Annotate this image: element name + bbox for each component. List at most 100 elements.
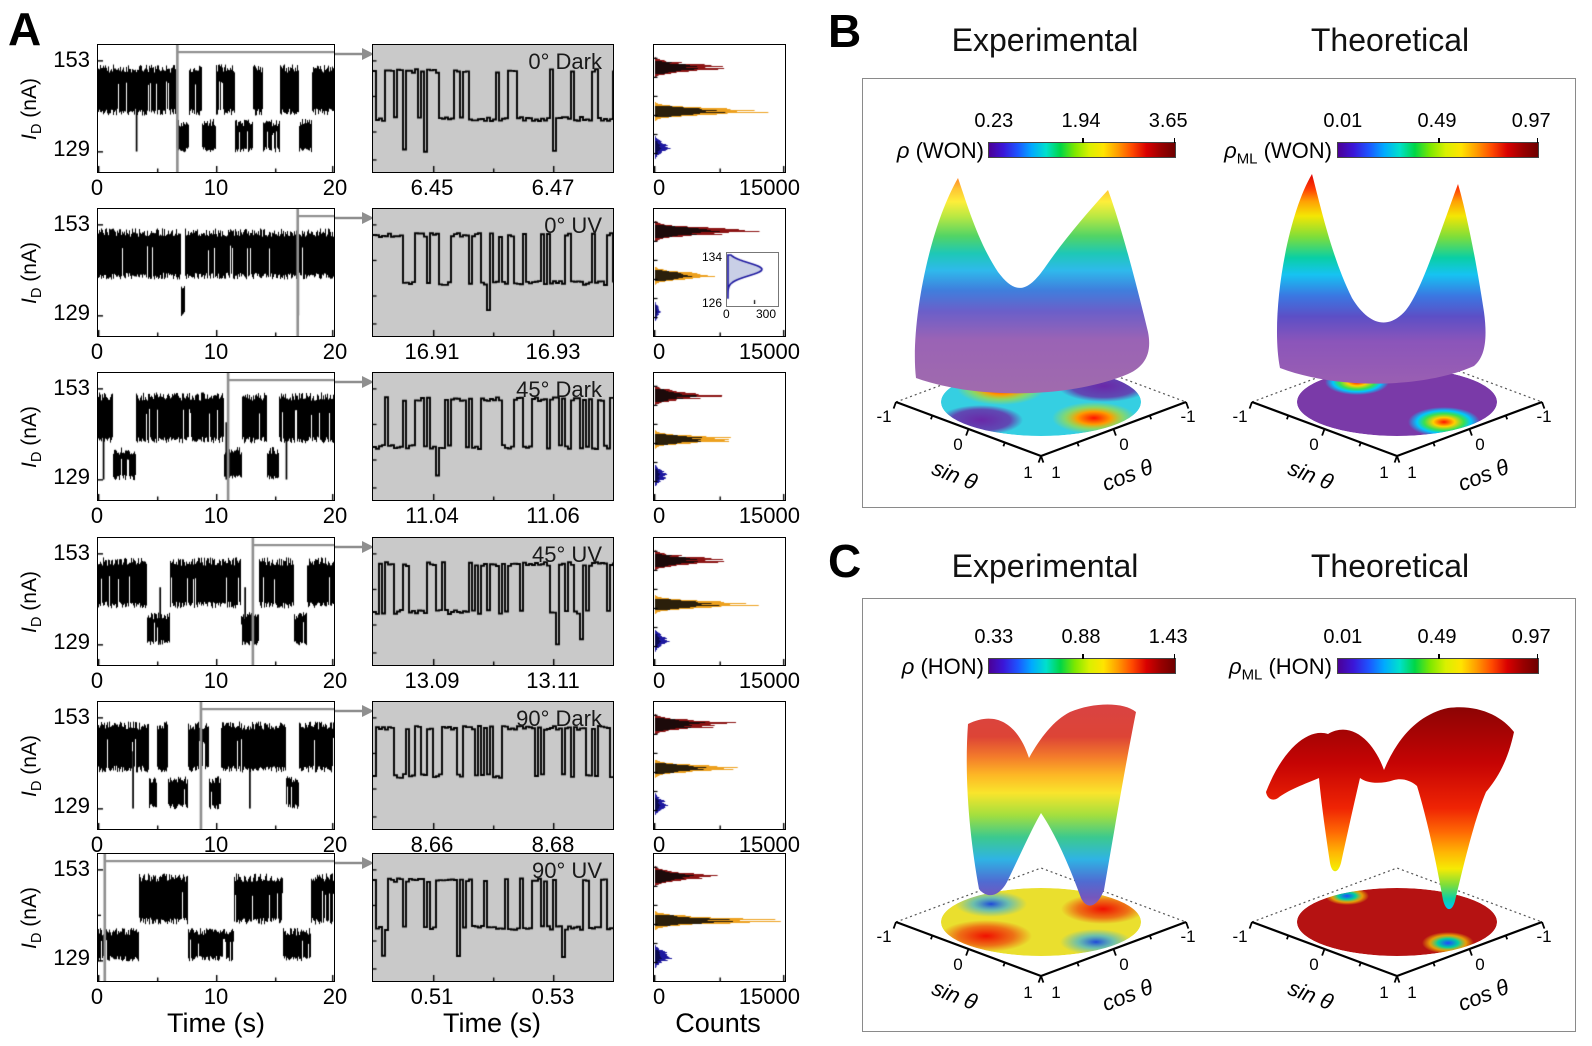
cos-axis-label: cos θ: [1454, 974, 1512, 1016]
trace-row-90-uv: ID (nA) 153 129 90° UV 0 10 20 0.51 0.53…: [0, 853, 810, 1013]
projection-disk: [941, 888, 1141, 956]
x-tick: 0: [653, 339, 666, 364]
c-header-theoretical: Theoretical: [1310, 548, 1470, 584]
front-axes: [892, 400, 1190, 463]
zoom-arrow-icon: [335, 705, 374, 717]
x-tick: 0: [90, 503, 104, 528]
cos-tick: -1: [1536, 927, 1551, 946]
panel-a-label: A: [8, 3, 42, 55]
histogram-plot: [653, 44, 786, 173]
colorbar-c-exp: [988, 654, 1176, 674]
histogram-plot: [653, 853, 786, 982]
x-tick: 0.53: [531, 984, 575, 1009]
cos-tick: 0: [1119, 955, 1128, 974]
condition-label: 45° Dark: [516, 377, 602, 402]
x-tick-row: 0 10 20 8.66 8.68 0 15000: [0, 832, 810, 858]
x-tick: 20: [322, 984, 348, 1009]
x-tick: 20: [322, 503, 348, 528]
surface-plot-b-theoretical: -1 0 1 1 0 -1 sin θ cos θ: [1232, 174, 1552, 496]
cos-tick: 1: [1051, 463, 1060, 482]
x-tick: 10: [203, 175, 229, 200]
y-axis-label: ID (nA): [18, 242, 46, 304]
x-tick: 0: [653, 984, 666, 1009]
x-tick: 16.91: [404, 339, 460, 364]
x-tick: 15000: [738, 503, 800, 528]
sin-tick: 1: [1023, 463, 1032, 482]
y-tick-upper: 153: [53, 540, 90, 565]
x-tick: 0: [90, 668, 104, 693]
y-tick-lower: 129: [53, 136, 90, 161]
condition-label: 0° Dark: [528, 49, 602, 74]
x-tick: 20: [322, 668, 348, 693]
sin-tick: 0: [1309, 435, 1318, 454]
histogram-inset: [726, 252, 779, 307]
sin-tick: 0: [953, 955, 962, 974]
sin-tick: -1: [876, 927, 891, 946]
cos-tick: -1: [1536, 407, 1551, 426]
condition-label: 45° UV: [532, 542, 602, 567]
y-tick-lower: 129: [53, 464, 90, 489]
3d-surface: [1276, 174, 1486, 384]
colorbar-label-c-theo: ρML (HON): [1228, 654, 1332, 684]
zoom-arrow-icon: [335, 212, 374, 224]
cos-tick: 0: [1475, 435, 1484, 454]
y-axis-label: ID (nA): [18, 406, 46, 468]
cos-tick: 1: [1407, 983, 1416, 1002]
x-tick: 0.51: [410, 984, 454, 1009]
histogram-plot: [653, 701, 786, 830]
zoomed-trace-plot: [372, 372, 614, 501]
surface-plot-c-theoretical: -1 0 1 1 0 -1 sin θ cos θ: [1232, 707, 1552, 1016]
full-trace-plot: [97, 372, 335, 501]
x-tick-row: 0 10 20 0.51 0.53 0 15000: [0, 984, 810, 1010]
x-tick-row: 0 10 20 11.04 11.06 0 15000: [0, 503, 810, 529]
counts-axis-title: Counts: [675, 1008, 761, 1038]
histogram-plot: [653, 372, 786, 501]
y-tick-upper: 153: [53, 375, 90, 400]
y-axis-label: ID (nA): [18, 571, 46, 633]
colorbar-ticks-b-exp: 0.23 1.94 3.65: [974, 110, 1188, 132]
zoom-arrow-icon: [335, 857, 374, 869]
x-tick: 0: [90, 984, 104, 1009]
x-tick: 13.11: [526, 668, 580, 693]
b-header-theoretical: Theoretical: [1310, 22, 1470, 58]
x-tick: 0: [653, 503, 666, 528]
full-trace-plot: [97, 701, 335, 830]
x-tick: 15000: [738, 339, 800, 364]
cos-tick: 1: [1051, 983, 1060, 1002]
time-axis-title-mid: Time (s): [443, 1008, 541, 1038]
cos-tick: 0: [1475, 955, 1484, 974]
colorbar-c-theo: [1337, 654, 1539, 674]
panel-b-label: B: [828, 5, 862, 57]
panel-c-label: C: [828, 535, 862, 587]
colorbar-ticks-c-exp: 0.33 0.88 1.43: [974, 626, 1188, 648]
inset-y-tick: 126: [701, 296, 722, 310]
sin-tick: 0: [1309, 955, 1318, 974]
sin-axis-label: sin θ: [929, 455, 981, 495]
x-tick: 11.04: [405, 503, 459, 528]
c-header-experimental: Experimental: [951, 548, 1139, 584]
colorbar-label-c-exp: ρ (HON): [901, 654, 984, 679]
x-tick: 11.06: [526, 503, 580, 528]
x-tick: 20: [322, 339, 348, 364]
x-tick: 10: [203, 668, 229, 693]
zoom-arrow-icon: [335, 541, 374, 553]
zoom-arrow-icon: [335, 376, 374, 388]
zoomed-trace-plot: [372, 701, 614, 830]
inset-x-tick: 300: [756, 307, 777, 321]
condition-label: 90° UV: [532, 858, 602, 883]
cos-axis-label: cos θ: [1454, 454, 1512, 496]
x-tick: 0: [90, 339, 104, 364]
cos-tick: -1: [1180, 927, 1195, 946]
front-axes: [1248, 920, 1546, 983]
condition-label: 90° Dark: [516, 706, 602, 731]
cos-tick: 1: [1407, 463, 1416, 482]
time-axis-title-left: Time (s): [167, 1008, 265, 1038]
y-tick-upper: 153: [53, 211, 90, 236]
x-tick-row: 0 10 20 6.45 6.47 0 15000: [0, 175, 810, 201]
front-axes: [892, 920, 1190, 983]
sin-tick: 1: [1023, 983, 1032, 1002]
x-tick: 15000: [738, 668, 800, 693]
x-tick: 6.45: [410, 175, 454, 200]
x-tick: 10: [203, 832, 229, 857]
